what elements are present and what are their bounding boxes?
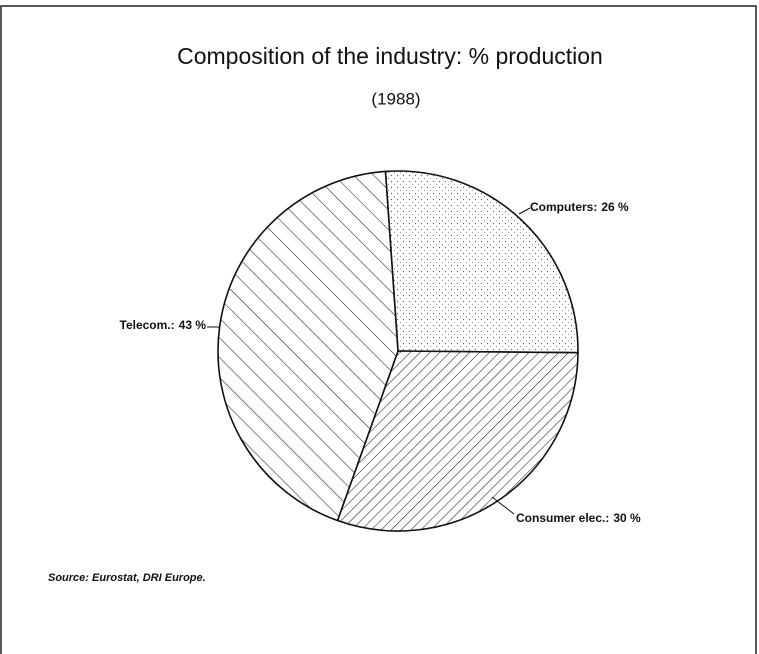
value-label: 43 % [179, 318, 207, 332]
pie [217, 170, 579, 532]
slice-label: Telecom.: 43 % [120, 318, 207, 332]
category-label: Computers: [530, 200, 597, 214]
slice-label: Consumer elec.: 30 % [516, 511, 641, 525]
source-note: Source: Eurostat, DRI Europe. [48, 572, 206, 584]
slice-label: Computers: 26 % [530, 200, 629, 214]
pie-slice [336, 350, 579, 532]
frame [0, 5, 757, 654]
leader-line [491, 496, 515, 515]
value-label: 30 % [613, 511, 641, 525]
chart-subtitle: (1988) [371, 89, 420, 108]
chart-title: Composition of the industry: % productio… [177, 43, 603, 69]
category-label: Telecom.: [120, 318, 175, 332]
pie-slice [384, 170, 579, 354]
category-label: Consumer elec.: [516, 511, 609, 525]
leader-line [518, 207, 531, 215]
value-label: 26 % [601, 200, 629, 214]
